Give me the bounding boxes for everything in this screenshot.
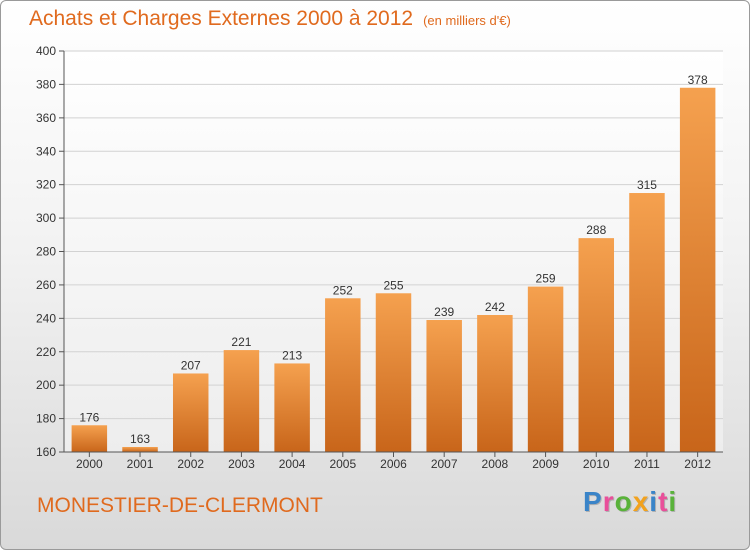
x-tick-label: 2008: [482, 457, 509, 471]
y-tick-label: 280: [36, 245, 56, 259]
bar-value-label: 288: [586, 223, 606, 237]
chart-title-main: Achats et Charges Externes 2000 à 2012: [29, 7, 414, 30]
commune-name: MONESTIER-DE-CLERMONT: [37, 494, 323, 517]
logo-letter: x: [632, 486, 650, 517]
bar: [71, 425, 108, 452]
x-tick-label: 2012: [684, 457, 711, 471]
y-tick-label: 320: [36, 178, 56, 192]
y-tick-label: 380: [36, 77, 56, 91]
bar-value-label: 221: [231, 335, 251, 349]
bar: [679, 87, 716, 452]
bar-value-label: 252: [333, 283, 353, 297]
x-tick-label: 2011: [634, 457, 660, 471]
logo-letter: t: [658, 486, 669, 517]
bar-value-label: 213: [282, 348, 302, 362]
x-axis: 2000 2001 2002 2003 2004 2005 2006 2007 2008 2009…: [64, 451, 723, 471]
bar-value-label: 315: [637, 178, 657, 192]
y-tick-label: 160: [36, 445, 56, 459]
y-tick-label: 340: [36, 144, 56, 158]
y-tick-label: 260: [36, 278, 56, 292]
bar-value-label: 378: [688, 73, 708, 87]
chart-title: Achats et Charges Externes 2000 à 2012 (e…: [29, 7, 511, 31]
bars: 176 163 207 221 213 252 255 239 242 259 288 315 378: [71, 73, 716, 453]
bar: [274, 363, 310, 452]
x-tick-label: 2006: [380, 457, 407, 471]
x-tick-label: 2009: [532, 457, 559, 471]
logo-letter: P: [583, 486, 603, 517]
bar-value-label: 259: [536, 272, 556, 286]
bar: [629, 193, 665, 453]
bar-value-label: 255: [383, 278, 403, 292]
bar: [426, 320, 462, 452]
chart-title-unit: (en milliers d'€): [423, 13, 511, 28]
bar-value-label: 176: [79, 410, 99, 424]
bar: [325, 298, 361, 452]
logo-letter: i: [649, 486, 659, 517]
y-tick-label: 200: [36, 378, 56, 392]
bar: [527, 286, 564, 452]
y-tick-label: 400: [36, 44, 56, 58]
proxiti-logo: Proxiti: [583, 486, 677, 518]
y-axis: 160 180 200 220 240 260 280 300 320 340 360 380 400: [36, 44, 65, 459]
bar-value-label: 242: [485, 300, 505, 314]
x-tick-label: 2004: [279, 457, 306, 471]
x-tick-label: 2010: [583, 457, 610, 471]
bar: [172, 373, 209, 452]
logo-letter: r: [602, 486, 615, 517]
bar: [578, 238, 615, 452]
y-tick-label: 240: [36, 311, 56, 325]
bar-value-label: 239: [434, 305, 454, 319]
x-tick-label: 2000: [76, 457, 103, 471]
logo-letter: i: [668, 486, 678, 517]
bar-value-label: 163: [130, 432, 150, 446]
bar: [375, 293, 412, 452]
x-tick-label: 2005: [329, 457, 356, 471]
bar: [223, 350, 260, 452]
x-tick-label: 2003: [228, 457, 255, 471]
bar: [477, 314, 513, 452]
x-tick-label: 2002: [177, 457, 204, 471]
y-tick-label: 300: [36, 211, 56, 225]
x-tick-label: 2007: [431, 457, 458, 471]
x-tick-label: 2001: [127, 457, 154, 471]
bar: [122, 446, 158, 452]
logo-letter: o: [614, 486, 633, 517]
y-tick-label: 220: [36, 345, 56, 359]
bar-value-label: 207: [181, 358, 201, 372]
y-tick-label: 180: [36, 412, 56, 426]
y-tick-label: 360: [36, 111, 56, 125]
